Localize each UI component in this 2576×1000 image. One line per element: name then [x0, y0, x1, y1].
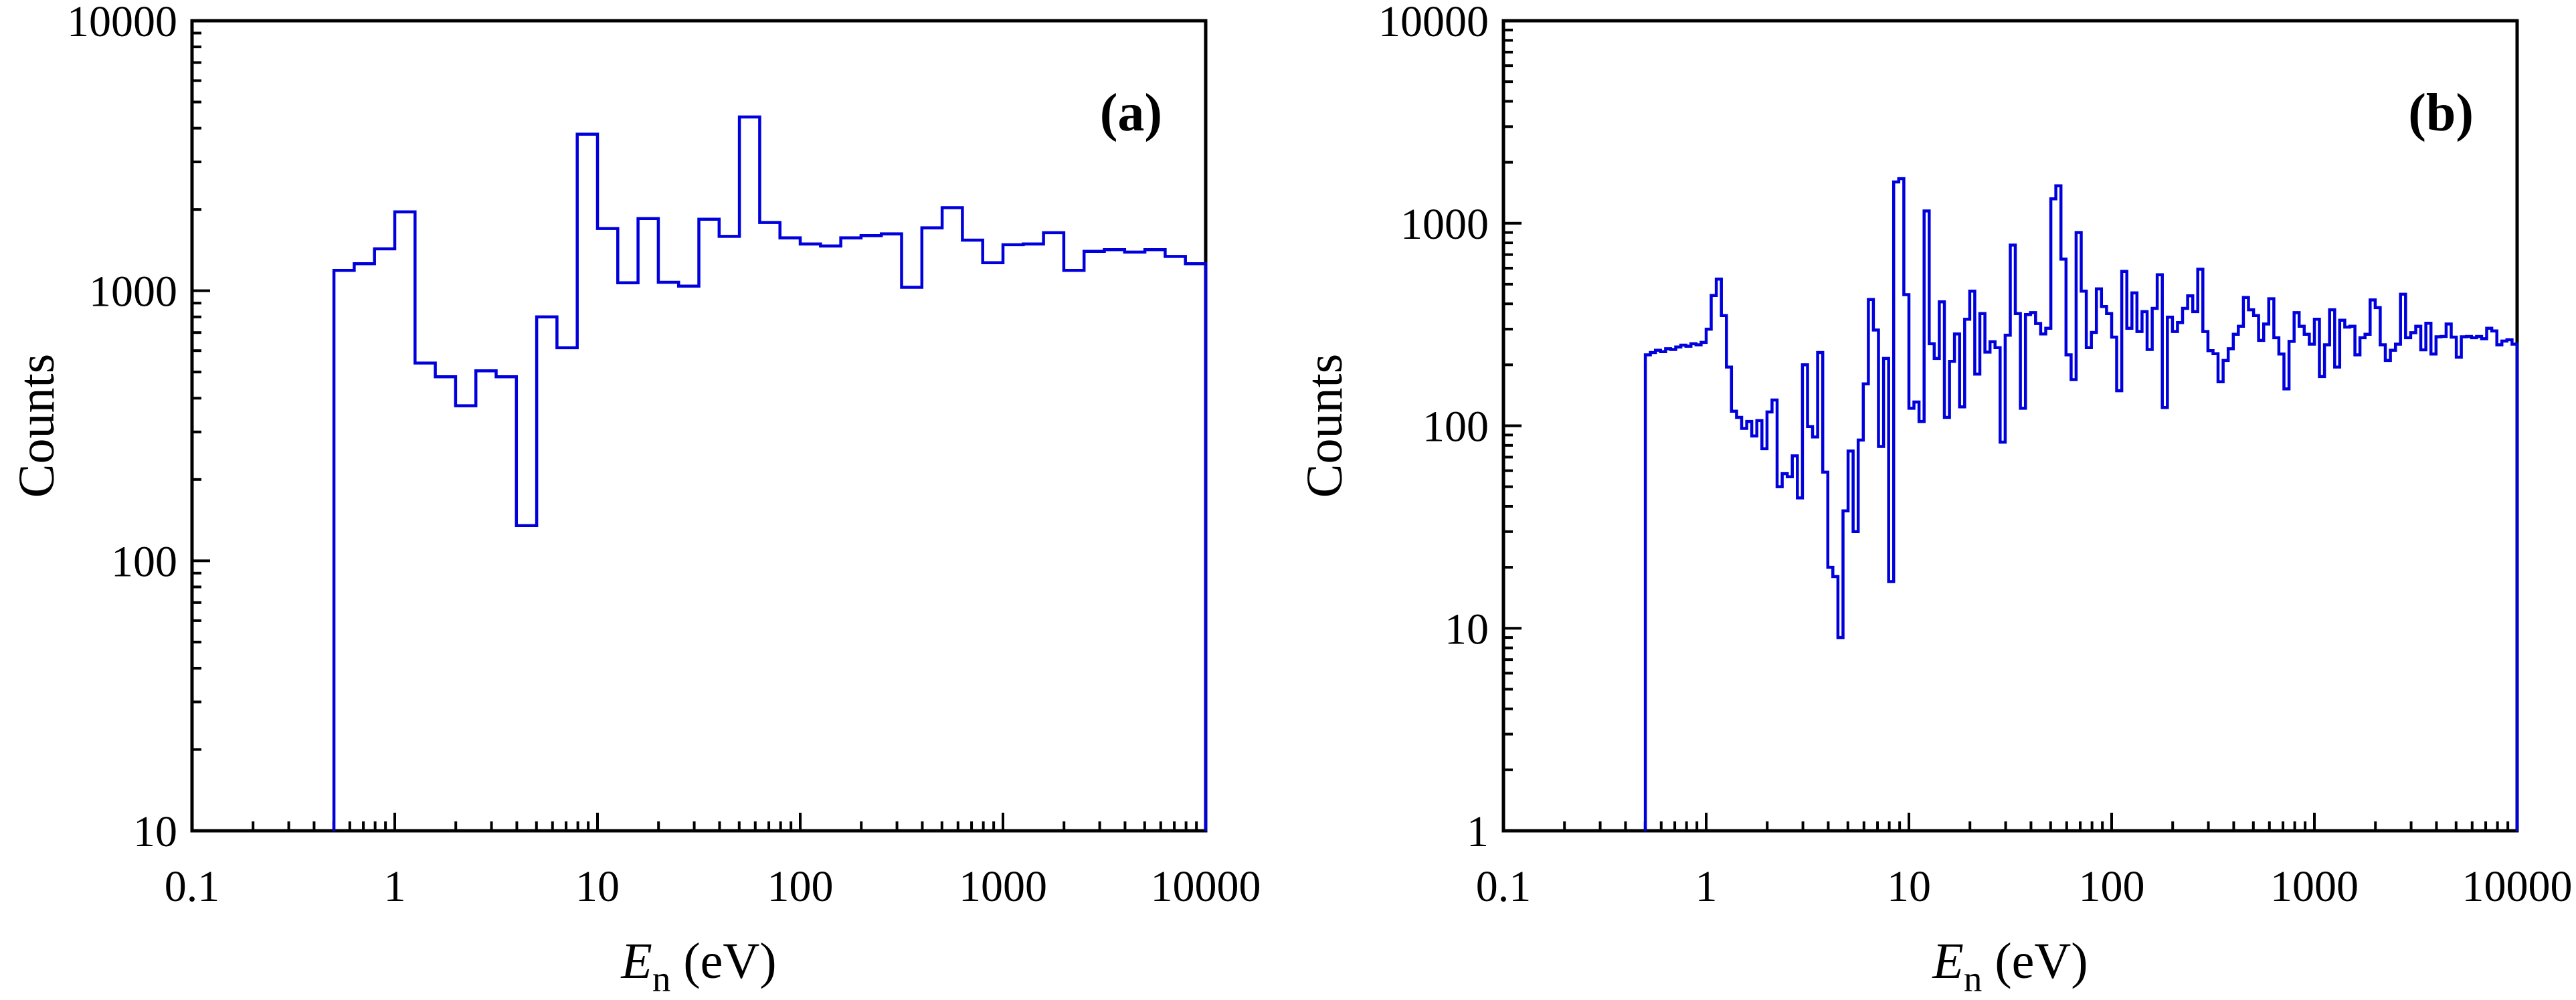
x-tick-label: 0.1 — [165, 862, 220, 911]
x-tick-label: 1000 — [2270, 862, 2359, 911]
y-tick-label: 10 — [133, 807, 177, 856]
x-tick-label: 1 — [1695, 862, 1718, 911]
x-tick-label: 10000 — [1151, 862, 1261, 911]
x-axis-ticks — [191, 813, 1207, 831]
x-axis-title-subscript: n — [1964, 959, 1983, 999]
y-tick-label: 100 — [1422, 403, 1489, 452]
x-axis-title-symbol: E — [620, 933, 652, 989]
x-tick-label: 0.1 — [1476, 862, 1532, 911]
y-tick-label: 10 — [1445, 605, 1489, 654]
x-axis-title: En (eV) — [620, 933, 776, 999]
x-tick-label: 10 — [575, 862, 620, 911]
y-tick-label: 100 — [111, 537, 177, 586]
x-axis-title-units: (eV) — [670, 933, 776, 989]
x-tick-label: 1 — [384, 862, 406, 911]
y-axis-title: Counts — [9, 354, 65, 498]
y-axis-title: Counts — [1297, 354, 1353, 498]
x-axis-title: En (eV) — [1932, 933, 2088, 999]
x-tick-label: 100 — [767, 862, 834, 911]
histogram-line-b — [1643, 177, 2519, 831]
y-tick-label: 10000 — [67, 0, 177, 46]
plot-frame — [190, 19, 1208, 833]
y-tick-label: 1000 — [1400, 200, 1489, 249]
x-axis-title-units: (eV) — [1982, 933, 2088, 989]
plot-svg-b: 0.1 1 10 100 1000 10000 1 10 100 1000 10000 (b) Coun… — [1297, 0, 2573, 999]
y-tick-label: 1 — [1467, 807, 1489, 856]
panel-letter-b: (b) — [2408, 84, 2474, 142]
y-axis-ticks — [192, 19, 210, 832]
histogram-line-a — [332, 115, 1208, 831]
panel-letter-a: (a) — [1100, 84, 1162, 142]
x-tick-label: 1000 — [959, 862, 1047, 911]
y-tick-label: 10000 — [1378, 0, 1489, 46]
x-tick-label: 10 — [1887, 862, 1931, 911]
x-tick-label: 10000 — [2462, 862, 2573, 911]
plot-svg-a: 0.1 1 10 100 1000 10000 10 100 1000 10000 (a) Count… — [9, 0, 1261, 999]
x-axis-ticks — [1502, 813, 2518, 831]
x-tick-label: 100 — [2079, 862, 2145, 911]
y-axis-ticks — [1503, 19, 1522, 832]
x-axis-title-symbol: E — [1932, 933, 1963, 989]
plot-frame — [1501, 19, 2519, 833]
x-axis-title-subscript: n — [652, 959, 671, 999]
y-tick-label: 1000 — [89, 268, 177, 316]
panel-a: 0.1 1 10 100 1000 10000 10 100 1000 10000 (a) Count… — [9, 0, 1261, 999]
panel-b: 0.1 1 10 100 1000 10000 1 10 100 1000 10000 (b) Coun… — [1288, 0, 2576, 1000]
